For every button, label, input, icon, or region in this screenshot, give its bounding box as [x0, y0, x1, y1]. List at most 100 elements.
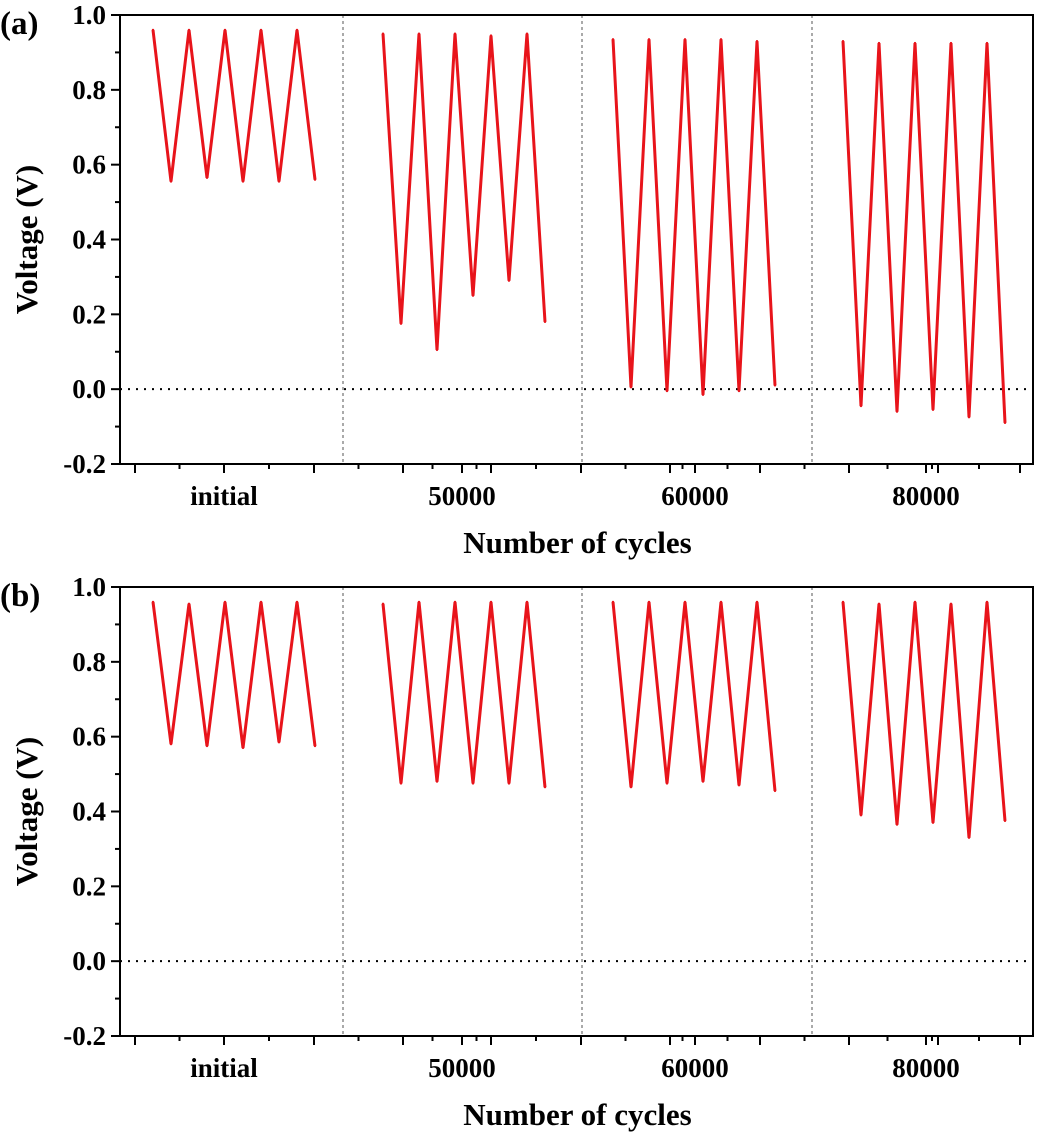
data-point	[543, 785, 547, 789]
data-point	[931, 821, 935, 824]
x-axis-title: Number of cycles	[463, 525, 691, 560]
data-point	[205, 744, 209, 748]
data-point	[719, 600, 723, 604]
x-category-label: 60000	[661, 1053, 729, 1083]
data-point	[187, 602, 191, 606]
y-tick-label: -0.2	[63, 449, 106, 479]
data-point	[525, 32, 529, 35]
data-point	[611, 600, 615, 604]
data-point	[665, 782, 669, 785]
x-category-label: 50000	[428, 481, 496, 511]
data-point	[471, 294, 475, 297]
panel-a: 1.0 0.8 0.6 0.4 0.2 0.0 -0.2 initial 50000 60000 8…	[0, 0, 1034, 560]
data-point	[931, 408, 935, 411]
data-point	[295, 28, 299, 32]
data-point	[949, 602, 953, 606]
series-line-60000	[611, 39, 777, 395]
x-category-label: 60000	[661, 481, 729, 511]
data-point	[701, 780, 705, 783]
data-point	[169, 742, 173, 746]
data-point	[967, 416, 971, 419]
data-point	[773, 789, 777, 793]
data-point	[277, 180, 281, 183]
data-point	[611, 38, 615, 41]
panel-label: (b)	[0, 578, 40, 614]
data-point	[169, 180, 173, 183]
data-point	[629, 386, 633, 389]
data-point	[277, 741, 281, 744]
data-point	[489, 34, 493, 37]
y-tick-label: 0.4	[72, 225, 106, 255]
data-point	[241, 746, 245, 750]
data-point	[841, 600, 845, 604]
data-point	[719, 38, 723, 41]
data-point	[453, 600, 457, 604]
x-axis-title: Number of cycles	[463, 1097, 691, 1132]
data-point	[223, 28, 227, 32]
y-axis-title: Voltage (V)	[9, 165, 44, 315]
data-point	[859, 814, 863, 817]
data-point	[949, 41, 953, 45]
data-point	[295, 600, 299, 604]
data-point	[1003, 421, 1007, 425]
data-point	[525, 600, 529, 604]
y-tick-label: 0.8	[72, 75, 106, 105]
data-point	[1003, 819, 1007, 823]
data-point	[701, 393, 705, 396]
data-point	[895, 410, 899, 413]
x-category-label: initial	[190, 1053, 258, 1083]
data-point	[417, 32, 421, 35]
data-point	[773, 384, 777, 387]
data-point	[629, 785, 633, 789]
data-point	[647, 38, 651, 41]
data-point	[895, 823, 899, 826]
data-point	[489, 600, 493, 604]
data-point	[241, 180, 245, 183]
data-point	[507, 782, 511, 785]
y-tick-label: 0.2	[72, 871, 106, 901]
y-tick-label: 0.0	[72, 374, 106, 404]
series-line-initial	[151, 29, 317, 182]
data-point	[399, 782, 403, 785]
data-point	[647, 600, 651, 604]
data-point	[737, 389, 741, 393]
x-category-label: 80000	[892, 481, 960, 511]
data-point	[471, 782, 475, 785]
y-tick-label: 0.2	[72, 299, 106, 329]
data-point	[913, 600, 917, 604]
data-point	[543, 320, 547, 324]
data-point	[151, 600, 155, 604]
data-point	[755, 39, 759, 43]
y-tick-label: -0.2	[63, 1021, 106, 1051]
data-point	[381, 32, 385, 35]
data-point	[877, 41, 881, 45]
y-tick-label: 1.0	[72, 0, 106, 30]
data-point	[985, 600, 989, 604]
data-point	[683, 600, 687, 604]
data-point	[259, 28, 263, 32]
data-point	[985, 41, 989, 45]
data-point	[417, 600, 421, 604]
series-line-50000	[381, 33, 547, 350]
series-line-60000	[611, 601, 777, 792]
data-point	[841, 39, 845, 43]
y-axis-title: Voltage (V)	[9, 737, 44, 887]
data-point	[313, 744, 317, 748]
data-point	[259, 600, 263, 604]
data-point	[665, 389, 669, 393]
panel-b: 1.0 0.8 0.6 0.4 0.2 0.0 -0.2 initial 50000 60000 8…	[0, 572, 1034, 1132]
y-tick-label: 0.6	[72, 722, 106, 752]
y-tick-label: 1.0	[72, 572, 106, 602]
data-point	[737, 784, 741, 787]
data-point	[151, 28, 155, 32]
x-category-label: 50000	[428, 1053, 496, 1083]
series-line-50000	[381, 601, 547, 788]
y-tick-label: 0.8	[72, 647, 106, 677]
data-point	[453, 32, 457, 35]
y-tick-label: 0.0	[72, 946, 106, 976]
data-point	[877, 602, 881, 606]
data-point	[223, 600, 227, 604]
data-point	[913, 41, 917, 45]
data-point	[507, 279, 511, 282]
